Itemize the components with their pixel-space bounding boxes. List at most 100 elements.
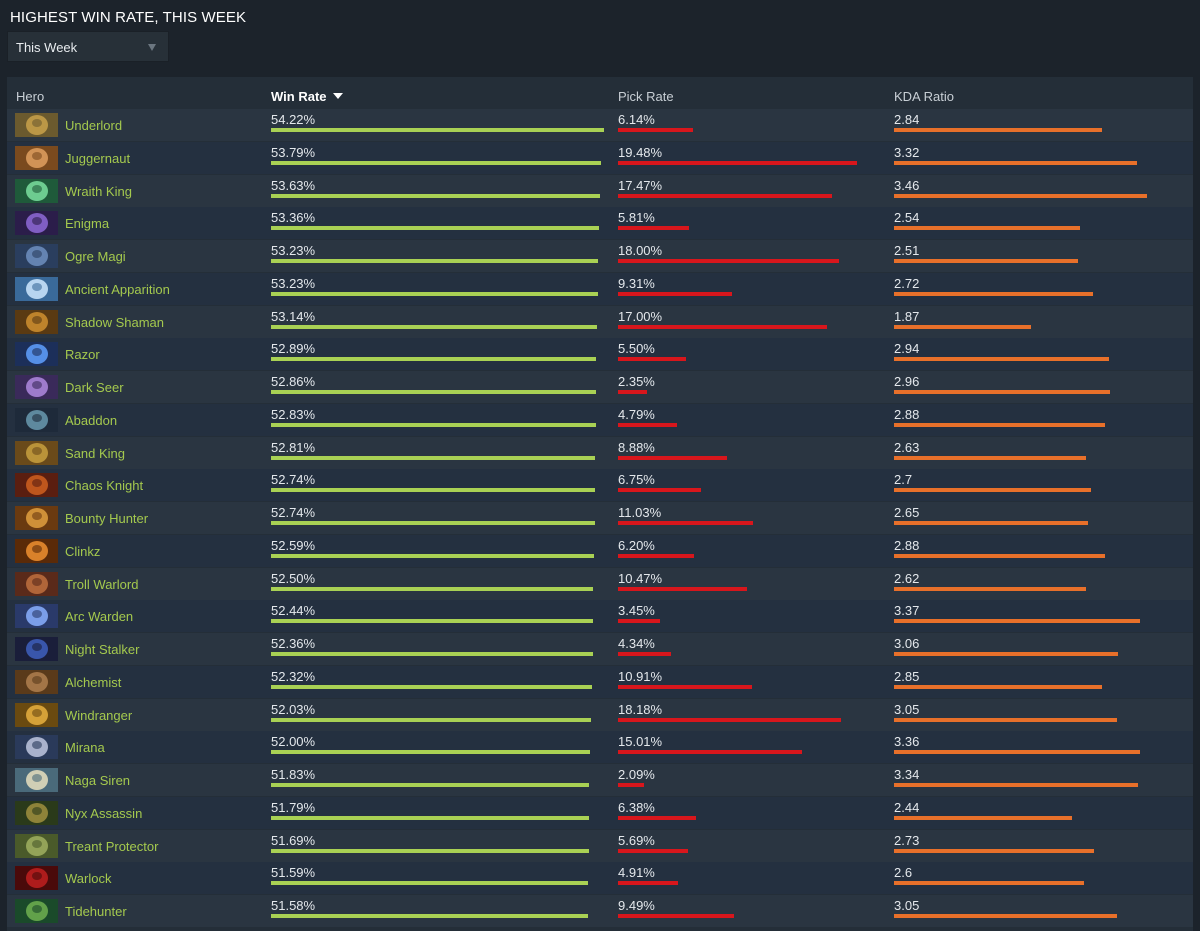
hero-name[interactable]: Arc Warden [65,609,134,625]
win-rate-bar [271,815,590,820]
table-row[interactable]: Ogre Magi 53.23% 18.00% 2.51 [7,240,1193,272]
kda-ratio-value: 2.51 [894,243,920,258]
table-row[interactable]: Underlord 54.22% 6.14% 2.84 [7,109,1193,141]
win-rate-bar [271,881,588,886]
pick-rate-bar [618,914,735,918]
table-row[interactable]: Warlock 51.59% 4.91% 2.6 [7,862,1193,895]
column-header-hero[interactable]: Hero [16,89,45,104]
table-row[interactable]: Sand King 52.81% 8.88% 2.63 [7,436,1193,469]
warlock-portrait [15,866,58,891]
pick-rate-value: 4.34% [618,636,655,651]
hero-name[interactable]: Nyx Assassin [65,805,143,821]
win-rate-bar [271,488,595,493]
win-rate-value: 51.58% [271,898,316,913]
kda-ratio-bar [894,881,1085,886]
hero-name[interactable]: Tidehunter [65,904,127,919]
table-row[interactable]: Abaddon 52.83% 4.79% 2.88 [7,403,1193,436]
pick-rate-value: 5.81% [618,210,655,226]
pick-rate-bar [618,422,677,427]
hero-name[interactable]: Chaos Knight [65,478,144,494]
table-row[interactable]: Windranger 52.03% 18.18% 3.05 [7,698,1193,731]
hero-name[interactable]: Naga Siren [65,773,131,788]
table-row[interactable]: Bounty Hunter 52.74% 11.03% 2.65 [7,502,1193,534]
hero-name[interactable]: Wraith King [65,183,132,199]
kda-ratio-value: 3.06 [894,636,920,651]
pick-rate-value: 8.88% [618,439,655,455]
hero-name[interactable]: Warlock [65,871,112,887]
hero-name[interactable]: Enigma [65,216,110,232]
hero-name[interactable]: Alchemist [65,674,122,690]
pick-rate-bar [618,521,754,525]
win-rate-bar [271,914,588,918]
win-rate-bar [271,750,591,755]
table-row[interactable]: Razor 52.89% 5.50% 2.94 [7,338,1193,371]
table-row[interactable]: Treant Protector 51.69% 5.69% 2.73 [7,829,1193,862]
table-row[interactable]: Clinkz 52.59% 6.20% 2.88 [7,534,1193,567]
table-row[interactable]: Wraith King 53.63% 17.47% 3.46 [7,174,1193,207]
hero-name[interactable]: Abaddon [65,412,118,428]
table-row[interactable]: Naga Siren 51.83% 2.09% 3.34 [7,764,1193,796]
table-row[interactable]: Nyx Assassin 51.79% 6.38% 2.44 [7,796,1193,829]
column-header-win-rate[interactable]: Win Rate [271,89,343,104]
table-row[interactable]: Tidehunter 51.58% 9.49% 3.05 [7,895,1193,927]
table-row[interactable]: Enigma 53.36% 5.81% 2.54 [7,207,1193,240]
column-header-kda-ratio[interactable]: KDA Ratio [894,89,954,104]
hero-name[interactable]: Sand King [65,445,125,461]
kda-ratio-value: 2.44 [894,799,920,815]
win-rate-value: 52.44% [271,603,316,619]
pick-rate-value: 6.14% [618,112,655,127]
hero-name[interactable]: Mirana [65,740,105,756]
column-header-pick-rate[interactable]: Pick Rate [618,89,674,104]
win-rate-value: 51.59% [271,865,316,881]
win-rate-bar [271,586,594,591]
table-row[interactable]: Alchemist 52.32% 10.91% 2.85 [7,665,1193,698]
hero-name[interactable]: Shadow Shaman [65,314,165,330]
kda-ratio-bar [894,815,1073,820]
pick-rate-value: 4.79% [618,406,655,422]
hero-name[interactable]: Night Stalker [65,642,140,657]
table-row[interactable]: Mirana 52.00% 15.01% 3.36 [7,731,1193,764]
win-rate-value: 52.81% [271,439,316,455]
table-row[interactable]: Chaos Knight 52.74% 6.75% 2.7 [7,469,1193,502]
hero-name[interactable]: Treant Protector [65,838,159,854]
table-row[interactable]: Shadow Shaman 53.14% 17.00% 1.87 [7,305,1193,338]
win-rate-value: 53.36% [271,210,316,226]
hero-name[interactable]: Ogre Magi [65,249,126,264]
hero-stats-table: Hero Win Rate Pick Rate KDA Ratio Underl… [7,77,1193,931]
pick-rate-bar [618,750,803,755]
hero-name[interactable]: Juggernaut [65,150,131,166]
table-row[interactable]: Ancient Apparition 53.23% 9.31% 2.72 [7,272,1193,305]
hero-name[interactable]: Clinkz [65,543,101,559]
sort-descending-icon [332,93,343,99]
period-select[interactable]: This Week [7,31,169,62]
win-rate-bar [271,357,596,362]
pick-rate-bar [618,488,701,493]
pick-rate-value: 9.49% [618,898,655,913]
bounty-hunter-portrait [15,506,58,530]
kda-ratio-value: 2.88 [894,406,920,422]
hero-name[interactable]: Bounty Hunter [65,511,149,526]
hero-name[interactable]: Dark Seer [65,380,124,395]
table-row[interactable]: Dark Seer 52.86% 2.35% 2.96 [7,371,1193,403]
pick-rate-value: 6.75% [618,472,655,488]
kda-ratio-bar [894,390,1111,394]
kda-ratio-value: 2.84 [894,112,920,127]
kda-ratio-bar [894,521,1088,525]
pick-rate-bar [618,357,686,362]
pick-rate-bar [618,291,733,296]
hero-name[interactable]: Troll Warlord [65,576,139,592]
win-rate-bar [271,652,593,656]
table-row[interactable]: Troll Warlord 52.50% 10.47% 2.62 [7,567,1193,600]
arc-warden-portrait [15,604,58,629]
win-rate-bar [271,455,596,460]
hero-name[interactable]: Ancient Apparition [65,281,170,297]
table-row[interactable]: Arc Warden 52.44% 3.45% 3.37 [7,600,1193,633]
hero-name[interactable]: Razor [65,347,100,363]
table-row[interactable]: Night Stalker 52.36% 4.34% 3.06 [7,633,1193,665]
kda-ratio-value: 2.73 [894,832,920,848]
hero-name[interactable]: Underlord [65,118,123,133]
kda-ratio-value: 2.85 [894,668,920,684]
table-row[interactable]: Juggernaut 53.79% 19.48% 3.32 [7,141,1193,174]
hero-name[interactable]: Windranger [65,707,133,723]
win-rate-bar [271,259,598,263]
